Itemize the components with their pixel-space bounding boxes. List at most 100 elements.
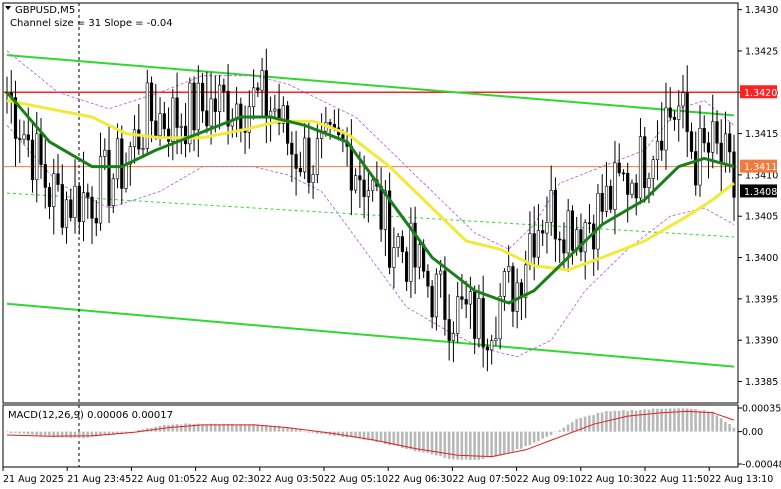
candle-body (392, 247, 396, 268)
macd-histogram-bar (651, 408, 655, 432)
candle-body (315, 138, 320, 175)
macd-histogram-bar (571, 422, 574, 432)
envelope-upper-line (6, 50, 735, 250)
collapse-triangle-icon[interactable] (5, 6, 11, 10)
macd-histogram-bar (515, 431, 519, 449)
candle-body (438, 270, 443, 275)
candle-body (609, 185, 613, 210)
price-tag-red-bg (740, 85, 777, 99)
macd-histogram-bar (43, 431, 47, 436)
candle-body (553, 190, 557, 240)
macd-histogram-bar (711, 411, 714, 432)
candle-body (434, 273, 439, 318)
candle-body (179, 125, 183, 128)
x-tick-label: 21 Aug 23:45 (67, 474, 131, 485)
macd-histogram-bar (681, 408, 685, 432)
macd-histogram-bar (65, 431, 68, 438)
candle-body (307, 137, 311, 183)
candle-body (685, 92, 689, 132)
candle-body (73, 185, 77, 218)
candle-body (481, 298, 485, 348)
candle-body (541, 230, 545, 234)
macd-histogram-bar (617, 410, 621, 432)
candle-body (39, 133, 43, 165)
macd-histogram-bar (73, 431, 77, 438)
candle-body (711, 121, 715, 153)
price-tag-current-bg (740, 184, 777, 198)
candle-body (600, 193, 604, 212)
macd-histogram-bar (31, 431, 34, 435)
candle-body (115, 138, 120, 180)
candle-body (52, 173, 56, 207)
macd-histogram-bar (350, 431, 353, 438)
macd-histogram-bar (524, 431, 527, 446)
candle-body (98, 156, 103, 224)
candle-body (715, 121, 719, 144)
candle-body (184, 125, 188, 145)
candle-body (260, 70, 264, 91)
candle-body (498, 295, 502, 340)
candle-body (460, 296, 464, 300)
macd-histogram-bar (362, 431, 366, 440)
macd-histogram-bar (222, 423, 225, 432)
macd-histogram-bar (328, 431, 332, 436)
x-tick-label: 22 Aug 02:30 (196, 474, 260, 485)
candle-body (120, 138, 124, 189)
candle-body (409, 222, 413, 282)
macd-histogram-bar (405, 431, 408, 449)
candle-body (507, 266, 511, 272)
macd-histogram-bar (205, 424, 208, 432)
macd-panel-frame (2, 404, 739, 468)
x-tick-label: 22 Aug 06:30 (388, 474, 452, 485)
macd-tick-label: 0.00035 (742, 404, 781, 415)
candle-body (447, 319, 451, 341)
candle-body (468, 291, 473, 305)
macd-histogram-bar (430, 431, 434, 455)
horizontal-levels (3, 91, 738, 168)
candle-body (311, 174, 315, 183)
macd-histogram-bar (554, 431, 557, 433)
macd-histogram-bar (60, 431, 64, 438)
candle-body (630, 182, 634, 195)
candle-body (171, 97, 175, 142)
candle-body (141, 148, 145, 150)
candle-body (167, 128, 171, 142)
macd-histogram-bar (218, 424, 221, 432)
macd-histogram-bar (528, 431, 532, 446)
macd-histogram-bar (639, 410, 642, 432)
candle-body (69, 199, 73, 218)
macd-histogram-bar (732, 427, 736, 432)
candle-body (196, 82, 200, 131)
macd-histogram-bar (230, 423, 234, 432)
macd-histogram-bar (137, 430, 140, 432)
candle-body (477, 298, 481, 339)
candle-body (579, 229, 583, 253)
macd-histogram-bar (82, 431, 85, 438)
candle-body (154, 120, 158, 137)
y-tick-label: 1.3415 (745, 129, 778, 140)
candle-body (298, 168, 303, 173)
macd-histogram-bar (52, 431, 55, 438)
candle-body (107, 149, 111, 206)
macd-histogram-bar (320, 431, 323, 434)
macd-histogram-bar (175, 424, 179, 432)
macd-histogram-bar (626, 411, 629, 432)
macd-histogram-bar (647, 409, 651, 432)
main-panel-frame (2, 2, 739, 404)
macd-histogram-bar (141, 429, 145, 432)
candle-body (400, 236, 405, 253)
candle-body (549, 190, 553, 223)
y-tick-label: 1.3425 (745, 46, 778, 57)
macd-histogram-bar (719, 418, 723, 432)
candle-body (719, 142, 723, 165)
candle-body (328, 122, 332, 125)
candle-body (638, 136, 643, 199)
macd-histogram-bar (698, 410, 702, 432)
candle-body (694, 151, 698, 186)
macd-histogram-bar (728, 424, 731, 432)
macd-histogram-bar (239, 424, 242, 432)
candle-body (64, 199, 69, 228)
candles (5, 48, 736, 372)
macd-histogram-bar (281, 427, 285, 432)
